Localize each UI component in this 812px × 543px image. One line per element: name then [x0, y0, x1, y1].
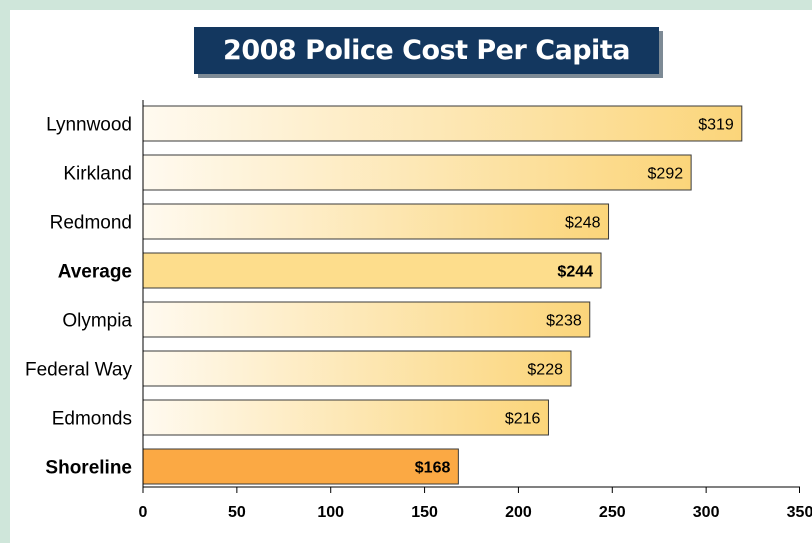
value-label-lynnwood: $319	[698, 117, 734, 134]
x-axis: 0 50 100 150 200 250 300 350	[139, 100, 812, 521]
value-label-shoreline: $168	[415, 460, 451, 477]
value-label-olympia: $238	[546, 313, 582, 330]
category-label-redmond: Redmond	[50, 213, 132, 234]
x-tick-label-350: 350	[787, 504, 812, 521]
x-tick-label-200: 200	[505, 504, 532, 521]
bar-shoreline	[142, 448, 459, 485]
value-label-federal-way: $228	[527, 362, 563, 379]
bar-federal-way	[142, 350, 572, 387]
value-label-redmond: $248	[565, 215, 601, 232]
category-label-lynnwood: Lynnwood	[46, 115, 132, 136]
bar-olympia	[142, 301, 591, 338]
x-tick-label-50: 50	[228, 504, 246, 521]
value-label-edmonds: $216	[505, 411, 541, 428]
chart-title: 2008 Police Cost Per Capita	[194, 27, 659, 74]
bar-average	[142, 252, 602, 289]
category-label-shoreline: Shoreline	[45, 458, 132, 479]
x-tick-label-150: 150	[411, 504, 438, 521]
bars-group: $319 $292 $248 $244 $238 $228 $216 $168	[142, 105, 743, 485]
bar-redmond	[142, 203, 610, 240]
category-label-edmonds: Edmonds	[52, 409, 132, 430]
bar-lynnwood	[142, 105, 743, 142]
bar-kirkland	[142, 154, 692, 191]
bar-edmonds	[142, 399, 549, 436]
x-tick-label-100: 100	[317, 504, 344, 521]
category-label-olympia: Olympia	[62, 311, 132, 332]
x-tick-label-300: 300	[693, 504, 720, 521]
value-label-average: $244	[557, 264, 593, 281]
category-label-kirkland: Kirkland	[63, 164, 132, 185]
category-labels-group: Lynnwood Kirkland Redmond Average Olympia Fed…	[25, 115, 132, 479]
category-label-federal-way: Federal Way	[25, 360, 132, 381]
x-tick-label-250: 250	[599, 504, 626, 521]
category-label-average: Average	[58, 262, 132, 283]
x-tick-label-0: 0	[139, 504, 148, 521]
value-label-kirkland: $292	[648, 166, 684, 183]
